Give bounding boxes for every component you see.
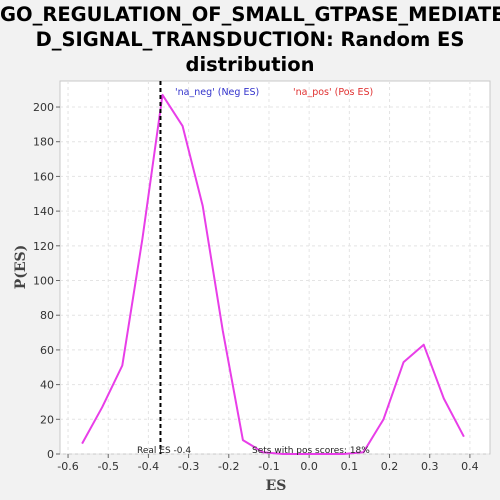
x-tick-label: -0.3 — [178, 460, 199, 473]
y-tick-label: 40 — [40, 379, 54, 392]
chart-title-line-3: distribution — [185, 53, 315, 76]
x-tick-label: -0.1 — [258, 460, 279, 473]
y-tick-label: 200 — [33, 101, 54, 114]
grid-lines — [60, 81, 490, 455]
x-tick-label: -0.4 — [138, 460, 159, 473]
x-tick-label: -0.5 — [97, 460, 118, 473]
x-tick-label: 0.1 — [341, 460, 359, 473]
legend-neg-label: 'na_neg' (Neg ES) — [175, 87, 259, 98]
y-tick-label: 180 — [33, 136, 54, 149]
y-tick-label: 100 — [33, 275, 54, 288]
pos-scores-label: Sets with pos scores: 18% — [252, 446, 370, 456]
es-distribution-line — [81, 93, 465, 455]
x-tick-label: 0.0 — [300, 460, 318, 473]
x-axis-ticks: -0.6 -0.5 -0.4 -0.3 -0.2 -0.1 0.0 0.1 0.2 0.3 0.4 — [57, 454, 479, 473]
y-axis-label: P(ES) — [13, 245, 29, 290]
x-tick-label: 0.3 — [421, 460, 439, 473]
y-tick-label: 60 — [40, 344, 54, 357]
x-axis-label: ES — [266, 478, 287, 494]
y-tick-label: 140 — [33, 205, 54, 218]
x-tick-label: 0.4 — [461, 460, 479, 473]
y-tick-label: 0 — [47, 448, 54, 461]
y-tick-label: 80 — [40, 309, 54, 322]
real-es-label: Real ES -0.4 — [137, 446, 191, 456]
x-tick-label: -0.2 — [218, 460, 239, 473]
x-tick-label: -0.6 — [57, 460, 78, 473]
chart-title: GO_REGULATION_OF_SMALL_GTPASE_MEDIATE D_… — [0, 2, 500, 77]
y-tick-label: 20 — [40, 413, 54, 426]
y-tick-label: 120 — [33, 240, 54, 253]
chart-title-line-1: GO_REGULATION_OF_SMALL_GTPASE_MEDIATE — [0, 3, 500, 26]
legend-pos-label: 'na_pos' (Pos ES) — [293, 87, 373, 98]
y-tick-label: 160 — [33, 170, 54, 183]
y-axis-ticks: 0 20 40 60 80 100 120 140 160 180 200 — [33, 101, 60, 461]
x-tick-label: 0.2 — [381, 460, 399, 473]
chart-title-line-2: D_SIGNAL_TRANSDUCTION: Random ES — [35, 28, 465, 51]
plot-area — [59, 80, 491, 455]
